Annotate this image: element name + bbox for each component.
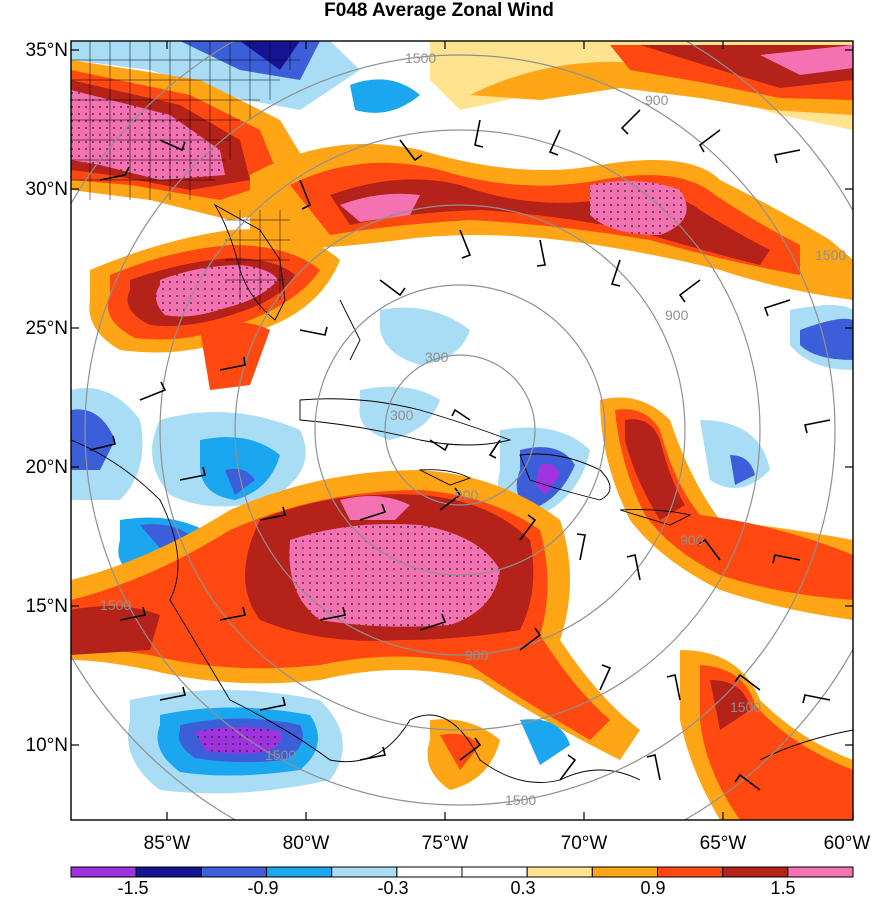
colorbar-swatch [266, 866, 333, 878]
admin-boundaries [71, 41, 300, 310]
ring-label: 900 [465, 647, 489, 663]
map-panel [71, 41, 853, 820]
ring-label: 1500 [815, 247, 846, 263]
colorbar-label: 0.9 [640, 878, 666, 898]
colorbar-label: -1.5 [117, 878, 149, 898]
wind-barbs [89, 109, 831, 791]
colorbar-label: -0.9 [247, 878, 279, 898]
colorbar-label: 0.3 [510, 878, 536, 898]
colorbar-swatch [787, 866, 854, 878]
lon-label-85w: 85°W [143, 833, 191, 854]
lon-label-75w: 75°W [421, 833, 469, 854]
ring-label: 300 [425, 349, 449, 365]
colorbar-swatch [331, 866, 398, 878]
lon-label-60w: 60°W [823, 833, 871, 854]
colorbar-swatch [200, 866, 267, 878]
ring-label: 1500 [405, 50, 436, 66]
ring-label: 900 [665, 307, 689, 323]
lat-label-35: 35°N [25, 40, 68, 61]
ring-label: 900 [645, 92, 669, 108]
colorbar-swatch [461, 866, 528, 878]
lat-label-25: 25°N [25, 318, 68, 339]
axis-ticks [71, 41, 854, 820]
colorbar-swatch [396, 866, 463, 878]
colorbar-swatch [591, 866, 658, 878]
lon-label-70w: 70°W [560, 833, 608, 854]
lat-label-30: 30°N [25, 179, 68, 200]
ring-label: 1500 [505, 792, 536, 808]
lon-label-80w: 80°W [282, 833, 330, 854]
colorbar-swatch [135, 866, 202, 878]
ring-label: 300 [390, 407, 414, 423]
colorbar-swatch [526, 866, 593, 878]
colorbar-swatch [722, 866, 789, 878]
ring-label: 1500 [265, 747, 296, 763]
lat-label-20: 20°N [25, 457, 68, 478]
colorbar [70, 866, 854, 878]
ring-label: 1500 [100, 597, 131, 613]
map-frame [70, 40, 854, 821]
colorbar-label: 1.5 [770, 878, 796, 898]
lat-label-10: 10°N [25, 735, 68, 756]
colorbar-swatch [70, 866, 137, 878]
colorbar-label: -0.3 [377, 878, 409, 898]
ring-label: 1500 [730, 699, 761, 715]
lon-label-65w: 65°W [699, 833, 747, 854]
range-rings [71, 41, 853, 820]
ring-label: 900 [680, 532, 704, 548]
map-title: F048 Average Zonal Wind [324, 0, 554, 21]
range-ring-labels: 1500 900 300 900 1500 900 300 900 1500 1… [100, 50, 846, 808]
coastlines [71, 203, 853, 783]
colorbar-swatch [657, 866, 724, 878]
lat-label-15: 15°N [25, 596, 68, 617]
ring-label: 900 [455, 487, 479, 503]
